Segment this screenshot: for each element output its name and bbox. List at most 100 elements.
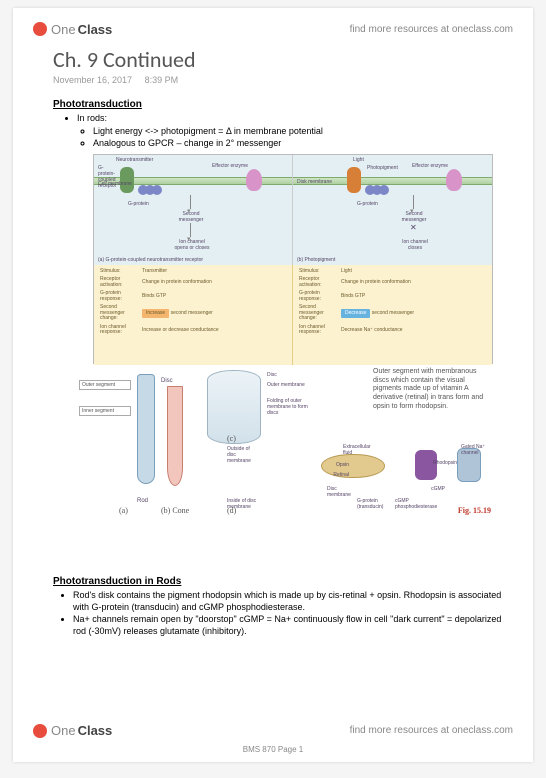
brand-name-b-bottom: Class bbox=[78, 723, 113, 738]
label-disk-membrane: Disk membrane bbox=[297, 179, 332, 185]
table-row: G-protein response:Binds GTP bbox=[299, 291, 486, 302]
label-disc-c: Disc bbox=[267, 372, 307, 378]
segment-labels: Outer segment Inner segment bbox=[79, 380, 131, 422]
table-row-key: Ion channel response: bbox=[299, 325, 341, 336]
photopigment-icon bbox=[347, 167, 361, 193]
table-row-value: Binds GTP bbox=[142, 294, 286, 300]
label-c: (c) bbox=[227, 434, 236, 443]
table-row-value: Change in protein conformation bbox=[142, 280, 286, 286]
caption-b: (b) Photopigment bbox=[297, 257, 335, 263]
label-effector-right: Effector enzyme bbox=[412, 163, 448, 169]
label-gprotein-left: G-protein bbox=[128, 201, 149, 207]
section-rods-heading: Phototransduction in Rods bbox=[53, 576, 513, 587]
figure-number: Fig. 15.19 bbox=[458, 506, 491, 515]
gpcr-receptor-icon bbox=[120, 167, 134, 193]
signal-right-panel: Light Photopigment Disk membrane Effecto… bbox=[293, 155, 492, 265]
table-row-key: Receptor activation: bbox=[100, 277, 142, 288]
table-row: Receptor activation:Change in protein co… bbox=[100, 277, 286, 288]
label-gprotein-transducin: G-protein (transducin) bbox=[357, 498, 387, 510]
label-cgmp: cGMP bbox=[431, 486, 445, 492]
document-page: OneClass find more resources at oneclass… bbox=[13, 8, 533, 762]
cone-cell-icon bbox=[167, 386, 183, 486]
brand-name-b: Class bbox=[78, 22, 113, 37]
bullet-in-rods: In rods: bbox=[77, 112, 513, 125]
bullet-list-1: In rods: Light energy <-> photopigment =… bbox=[77, 112, 513, 150]
logo-icon bbox=[33, 22, 47, 36]
label-cell-membrane: Cell membrane bbox=[98, 181, 132, 187]
label-retinal: Retinal bbox=[333, 472, 349, 478]
label-outer-membrane: Outer membrane bbox=[267, 382, 313, 388]
table-row-key: Stimulus: bbox=[100, 269, 142, 275]
caption-a: (a) G-protein-coupled neurotransmitter r… bbox=[98, 257, 203, 263]
disc-stack-icon bbox=[207, 370, 261, 444]
brand-name-a-bottom: One bbox=[51, 723, 76, 738]
increase-pill: Increase bbox=[142, 309, 169, 318]
signal-comparison-table: Stimulus:TransmitterReceptor activation:… bbox=[94, 265, 492, 365]
bullet-list-1-sub: Light energy <-> photopigment = Δ in mem… bbox=[93, 125, 513, 150]
label-gated-channel: Gated Na⁺ channel bbox=[461, 444, 493, 456]
label-disc-membrane-d: Disc membrane bbox=[327, 486, 355, 498]
label-light: Light bbox=[353, 157, 364, 163]
table-row: Stimulus:Transmitter bbox=[100, 269, 286, 275]
label-inner-segment: Inner segment bbox=[79, 406, 131, 416]
table-row: Stimulus:Light bbox=[299, 269, 486, 275]
note-date: November 16, 2017 bbox=[53, 75, 132, 85]
rod-description-text: Outer segment with membranous discs whic… bbox=[373, 368, 491, 412]
table-row-key: Stimulus: bbox=[299, 269, 341, 275]
g-protein-left-icon bbox=[138, 185, 159, 197]
label-d: (d) bbox=[227, 506, 236, 515]
page-meta: November 16, 2017 8:39 PM bbox=[53, 75, 513, 85]
arrow-icon bbox=[190, 223, 191, 237]
table-row-value: Increase or decrease conductance bbox=[142, 328, 286, 334]
table-row-value: Decrease Na⁺ conductance bbox=[341, 328, 486, 334]
page-title: Ch. 9 Continued bbox=[53, 46, 513, 73]
signal-diagram-top: Neurotransmitter G-protein-coupled recep… bbox=[94, 155, 492, 265]
rod-cone-diagram: Outer segment Inner segment Disc Rod (a)… bbox=[77, 368, 497, 568]
effector-enzyme-right-icon bbox=[446, 169, 462, 191]
logo-icon bbox=[33, 724, 47, 738]
label-second-messenger-right: Second messenger bbox=[399, 211, 429, 223]
label-neurotransmitter: Neurotransmitter bbox=[116, 157, 153, 163]
table-row-key: Second messenger change: bbox=[299, 305, 341, 322]
table-row: Second messenger change:Decrease second … bbox=[299, 305, 486, 322]
brand-name-a: One bbox=[51, 22, 76, 37]
label-a: (a) bbox=[119, 506, 128, 515]
label-ion-channel-right: Ion channel closes bbox=[397, 239, 433, 251]
label-extracellular: Extracellular fluid bbox=[343, 444, 377, 456]
table-row: Receptor activation:Change in protein co… bbox=[299, 277, 486, 288]
label-rhodopsin: Rhodopsin bbox=[433, 460, 457, 466]
effector-enzyme-left-icon bbox=[246, 169, 262, 191]
rod-cell-icon bbox=[137, 374, 155, 484]
label-folding: Folding of outer membrane to form discs bbox=[267, 398, 313, 416]
label-gprotein-right: G-protein bbox=[357, 201, 378, 207]
label-pde: cGMP phosphodiesterase bbox=[395, 498, 439, 510]
label-second-messenger-left: Second messenger bbox=[176, 211, 206, 223]
table-row-value: Increase second messenger bbox=[142, 309, 286, 318]
label-photopigment: Photopigment bbox=[367, 165, 398, 171]
brand-header: OneClass find more resources at oneclass… bbox=[33, 20, 513, 38]
label-rod: Rod bbox=[137, 498, 148, 504]
label-effector-left: Effector enzyme bbox=[212, 163, 248, 169]
brand-tagline-bottom: find more resources at oneclass.com bbox=[350, 725, 513, 736]
table-row: Second messenger change:Increase second … bbox=[100, 305, 286, 322]
label-outside-disc: Outside of disc membrane bbox=[227, 446, 257, 464]
label-ion-channel-left: Ion channel opens or closes bbox=[172, 239, 212, 251]
table-row-value: Change in protein conformation bbox=[341, 280, 486, 286]
bullet-na-channels: Na+ channels remain open by "doorstop" c… bbox=[73, 613, 513, 637]
brand-logo: OneClass bbox=[33, 22, 112, 37]
g-protein-right-icon bbox=[365, 185, 386, 197]
table-row: Ion channel response:Decrease Na⁺ conduc… bbox=[299, 325, 486, 336]
page-number: BMS 870 Page 1 bbox=[13, 745, 533, 754]
brand-footer: OneClass find more resources at oneclass… bbox=[33, 723, 513, 738]
table-col-right: Stimulus:Light Receptor activation:Change… bbox=[293, 265, 492, 365]
bullet-rhodopsin: Rod's disk contains the pigment rhodopsi… bbox=[73, 589, 513, 613]
label-outer-segment: Outer segment bbox=[79, 380, 131, 390]
bullet-light-energy: Light energy <-> photopigment = Δ in mem… bbox=[93, 125, 513, 138]
signal-comparison-diagram: Neurotransmitter G-protein-coupled recep… bbox=[93, 154, 493, 364]
table-row-value: Binds GTP bbox=[341, 294, 486, 300]
note-time: 8:39 PM bbox=[145, 75, 179, 85]
bullet-list-2: Rod's disk contains the pigment rhodopsi… bbox=[73, 589, 513, 638]
table-row-value: Transmitter bbox=[142, 269, 286, 275]
table-col-left: Stimulus:TransmitterReceptor activation:… bbox=[94, 265, 293, 365]
bullet-analogous-gpcr: Analogous to GPCR – change in 2° messeng… bbox=[93, 137, 513, 150]
